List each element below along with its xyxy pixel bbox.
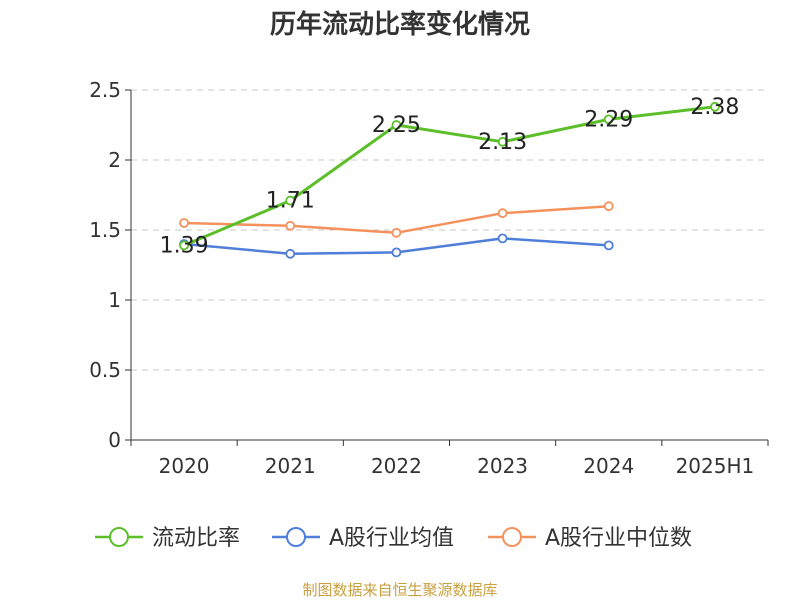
data-label: 2.13 [478,130,527,155]
data-point [285,195,296,206]
y-tick-label: 1.5 [89,218,121,242]
legend-item[interactable]: 流动比率 [95,526,240,551]
data-point [497,136,508,147]
x-tick-label: 2021 [265,454,316,478]
data-point [179,218,189,228]
x-tick-label: 2020 [159,454,210,478]
legend-marker [502,527,522,547]
legend-marker [286,527,306,547]
y-tick-label: 0.5 [89,358,121,382]
y-axis-ticks: 0 0.5 1 1.5 2 2.5 [89,78,131,452]
data-point [391,120,402,130]
data-point [391,247,402,258]
data-point [179,240,189,251]
axes [130,90,768,441]
series-2 [179,201,614,238]
x-axis-ticks: 2020 2021 2022 2023 2024 2025H1 [130,440,769,478]
data-labels: 1.39 1.71 2.25 2.13 2.29 2.38 [160,95,740,259]
series-0 [179,101,720,251]
legend-label: 流动比率 [152,526,240,551]
legend-item[interactable]: A股行业均值 [272,526,454,551]
data-label: 1.39 [160,233,209,258]
data-label: 1.71 [266,189,315,214]
x-tick-label: 2022 [371,454,422,478]
data-point [285,248,296,259]
y-tick-label: 2 [108,148,121,172]
legend-label: A股行业均值 [329,526,454,551]
x-tick-label: 2023 [477,454,528,478]
legend-item[interactable]: A股行业中位数 [488,526,692,551]
data-point [285,220,296,231]
data-point [603,201,614,212]
data-label: 2.38 [690,95,739,120]
x-tick-label: 2025H1 [676,454,755,478]
data-label: 2.29 [584,107,633,132]
data-point [603,240,614,251]
grid-lines [131,89,768,371]
legend: 流动比率 A股行业均值 A股行业中位数 [95,526,692,551]
chart-title: 历年流动比率变化情况 [270,9,530,40]
data-point [497,208,508,219]
y-tick-label: 0 [108,428,121,452]
y-tick-label: 2.5 [89,78,121,102]
data-point [710,101,720,112]
data-point [391,227,402,238]
data-point [603,114,614,125]
data-label: 2.25 [372,113,421,138]
legend-marker [109,527,129,547]
data-point [497,233,508,244]
x-tick-label: 2024 [583,454,634,478]
y-tick-label: 1 [108,288,121,312]
footer-source-text: 制图数据来自恒生聚源数据库 [302,581,497,599]
series-line [183,105,716,247]
series-1 [179,233,614,259]
series-layer [179,101,720,259]
legend-label: A股行业中位数 [545,526,692,551]
